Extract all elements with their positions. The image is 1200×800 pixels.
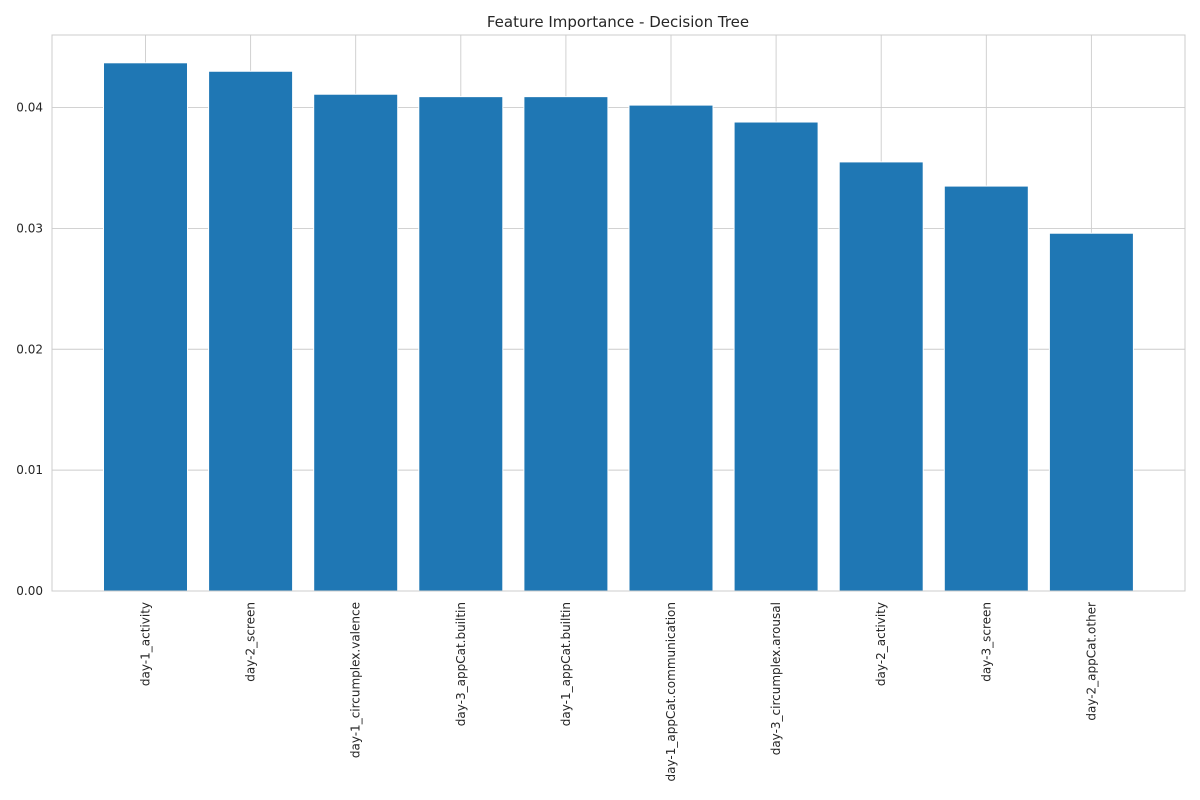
bar-day-1_activity — [103, 62, 188, 592]
x-tick-label: day-2_activity — [874, 602, 888, 686]
x-tick-label: day-1_appCat.communication — [664, 602, 678, 781]
x-tick-label: day-3_appCat.builtin — [454, 602, 468, 726]
bar-day-1_circumplex.valence — [313, 93, 399, 592]
y-tick-label: 0.02 — [16, 342, 43, 356]
bar-day-3_appCat.builtin — [418, 96, 504, 592]
x-tick-label: day-3_screen — [979, 602, 993, 682]
x-tick-label: day-2_screen — [244, 602, 258, 682]
y-tick-label: 0.01 — [16, 463, 43, 477]
y-tick-label: 0.03 — [16, 221, 43, 235]
x-tick-label: day-1_activity — [139, 602, 153, 686]
bar-day-2_screen — [208, 70, 294, 592]
x-tick-label: day-1_circumplex.valence — [349, 602, 363, 758]
y-tick-label: 0.04 — [16, 101, 43, 115]
y-axis-ticks: 0.00 0.01 0.02 0.03 0.04 — [16, 101, 43, 598]
x-axis-ticks: day-1_activity day-2_screen day-1_circumpl… — [139, 602, 1099, 782]
chart-title: Feature Importance - Decision Tree — [487, 13, 749, 31]
bar-day-1_appCat.communication — [628, 104, 714, 592]
x-tick-label: day-3_circumplex.arousal — [769, 602, 783, 755]
y-tick-label: 0.00 — [16, 584, 43, 598]
plot-frame — [51, 34, 1186, 592]
bars — [103, 62, 1134, 592]
x-tick-label: day-1_appCat.builtin — [559, 602, 573, 726]
bar-day-1_appCat.builtin — [523, 96, 609, 592]
bar-day-3_screen — [943, 185, 1029, 592]
x-tick-label: day-2_appCat.other — [1084, 602, 1098, 721]
bar-day-2_appCat.other — [1048, 232, 1134, 592]
bar-day-2_activity — [838, 161, 924, 592]
bar-day-3_circumplex.arousal — [733, 121, 819, 592]
